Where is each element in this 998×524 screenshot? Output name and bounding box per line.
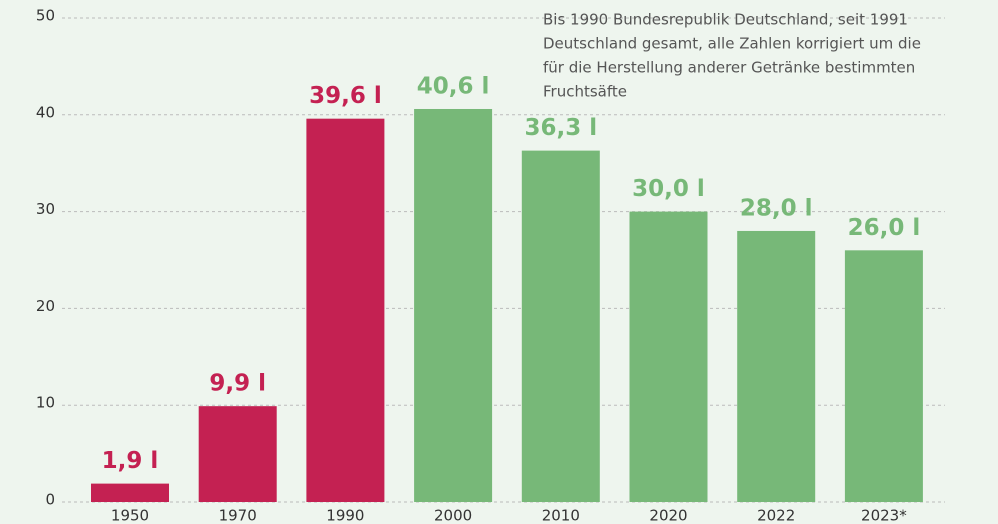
x-tick-label: 2023* bbox=[861, 507, 907, 524]
y-tick-label: 20 bbox=[36, 297, 55, 315]
value-label: 26,0 l bbox=[848, 215, 921, 241]
value-label: 1,9 l bbox=[102, 448, 159, 474]
y-tick-label: 30 bbox=[36, 200, 55, 218]
value-label: 39,6 l bbox=[309, 83, 382, 109]
annotation: Bis 1990 Bundesrepublik Deutschland, sei… bbox=[543, 11, 908, 29]
y-tick-label: 0 bbox=[45, 491, 55, 509]
x-tick-label: 1950 bbox=[111, 507, 149, 524]
value-label: 30,0 l bbox=[632, 176, 705, 202]
annotation: Deutschland gesamt, alle Zahlen korrigie… bbox=[543, 35, 921, 53]
x-tick-label: 2022 bbox=[757, 507, 795, 524]
bar bbox=[306, 118, 385, 502]
value-label: 28,0 l bbox=[740, 195, 813, 221]
value-label: 36,3 l bbox=[524, 115, 597, 141]
value-label: 9,9 l bbox=[209, 371, 266, 397]
bar bbox=[629, 211, 708, 502]
x-tick-label: 1990 bbox=[326, 507, 364, 524]
bar bbox=[198, 406, 277, 502]
bar bbox=[521, 150, 600, 502]
x-tick-label: 1970 bbox=[219, 507, 257, 524]
annotation: für die Herstellung anderer Getränke bes… bbox=[543, 59, 915, 77]
x-tick-label: 2010 bbox=[542, 507, 580, 524]
x-tick-label: 2020 bbox=[649, 507, 687, 524]
value-label: 40,6 l bbox=[417, 73, 490, 99]
y-tick-label: 50 bbox=[36, 7, 55, 25]
bar bbox=[844, 250, 923, 502]
x-tick-label: 2000 bbox=[434, 507, 472, 524]
y-tick-label: 10 bbox=[36, 394, 55, 412]
bar bbox=[737, 230, 816, 502]
bar bbox=[414, 108, 493, 502]
annotation: Fruchtsäfte bbox=[543, 83, 627, 101]
y-tick-label: 40 bbox=[36, 103, 55, 121]
bar bbox=[91, 483, 169, 502]
